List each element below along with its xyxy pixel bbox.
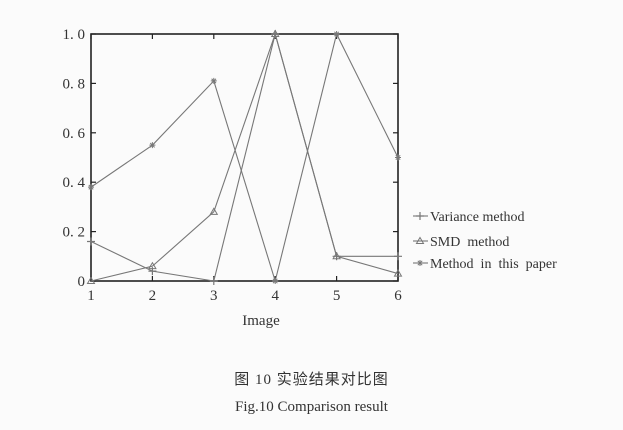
data-point (210, 77, 217, 84)
data-point (332, 251, 341, 260)
legend-label: Method in this paper (430, 257, 557, 272)
x-tick-label: 5 (333, 288, 341, 304)
data-point (148, 261, 157, 270)
x-tick-label: 1 (87, 288, 95, 304)
data-point (395, 154, 401, 161)
data-point (149, 142, 156, 149)
data-point (209, 277, 218, 285)
x-axis-label: Image (242, 313, 280, 329)
x-tick-label: 6 (394, 288, 402, 304)
legend-entry: Method in this paper (413, 257, 557, 272)
y-tick-label: 0. 8 (63, 76, 86, 92)
data-point (333, 31, 340, 37)
legend-marker (417, 260, 423, 266)
x-tick-label: 4 (271, 288, 279, 304)
data-point (88, 184, 94, 191)
data-point (272, 278, 279, 284)
data-point (270, 29, 280, 37)
legend-entry: SMD method (413, 235, 509, 250)
data-point (86, 276, 96, 284)
y-tick-label: 1. 0 (63, 27, 86, 43)
legend-marker (415, 236, 425, 244)
figure-caption-english: Fig.10 Comparison result (235, 399, 388, 415)
data-point (393, 269, 403, 277)
figure-caption-chinese: 图 10 实验结果对比图 (234, 372, 389, 388)
legend-label: Variance method (430, 210, 524, 225)
series-line (90, 32, 399, 284)
data-point (87, 237, 95, 246)
y-tick-label: 0. 6 (63, 126, 86, 142)
series-1 (86, 29, 403, 284)
legend-marker (416, 212, 424, 220)
y-tick-label: 0 (78, 274, 86, 290)
series-line (90, 32, 399, 282)
data-point (209, 207, 219, 215)
series-2 (88, 31, 401, 284)
legend: Variance method SMD method Method in this … (413, 210, 557, 272)
x-tick-label: 2 (149, 288, 157, 304)
series-group (86, 29, 403, 285)
y-tick-label: 0. 4 (63, 175, 86, 191)
legend-entry: Variance method (413, 210, 524, 225)
y-tick-label: 0. 2 (63, 225, 86, 241)
plot-area: 0 0. 2 0. 4 0. 6 0. 8 1. 0 1 2 3 4 5 6 (63, 27, 403, 304)
data-point (394, 252, 402, 261)
x-tick-label: 3 (210, 288, 218, 304)
legend-label: SMD method (430, 235, 509, 250)
series-line (90, 31, 398, 282)
